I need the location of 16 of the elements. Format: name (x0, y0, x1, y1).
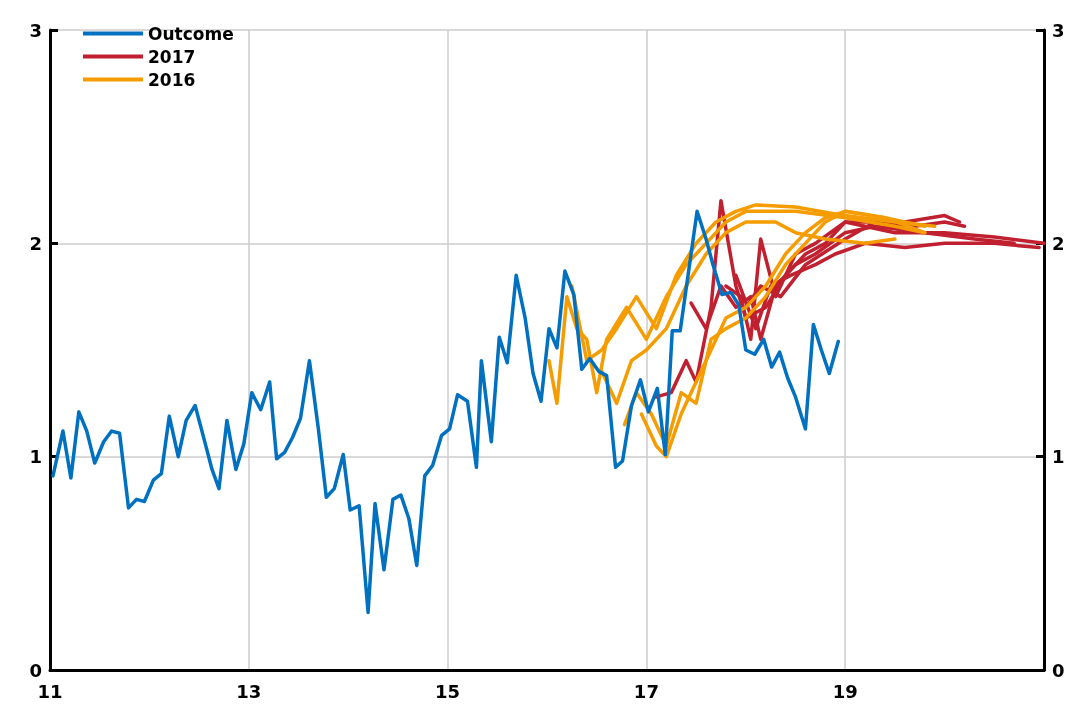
legend-label: 2016 (148, 69, 196, 90)
y2-tick-label: 0 (1052, 659, 1065, 681)
y-tick-label: 2 (29, 232, 42, 254)
legend-label: Outcome (148, 23, 234, 44)
x-tick-label: 15 (435, 680, 461, 702)
y2-tick-label: 1 (1052, 446, 1065, 468)
y-tick-label: 3 (29, 19, 42, 41)
y-tick-label: 1 (29, 446, 42, 468)
y2-tick-label: 3 (1052, 19, 1065, 41)
x-tick-label: 17 (633, 680, 659, 702)
x-tick-label: 19 (832, 680, 858, 702)
x-tick-label: 13 (236, 680, 262, 702)
legend-label: 2017 (148, 46, 196, 67)
y2-tick-label: 2 (1052, 232, 1065, 254)
x-tick-label: 11 (37, 680, 63, 702)
y-tick-label: 0 (29, 659, 42, 681)
